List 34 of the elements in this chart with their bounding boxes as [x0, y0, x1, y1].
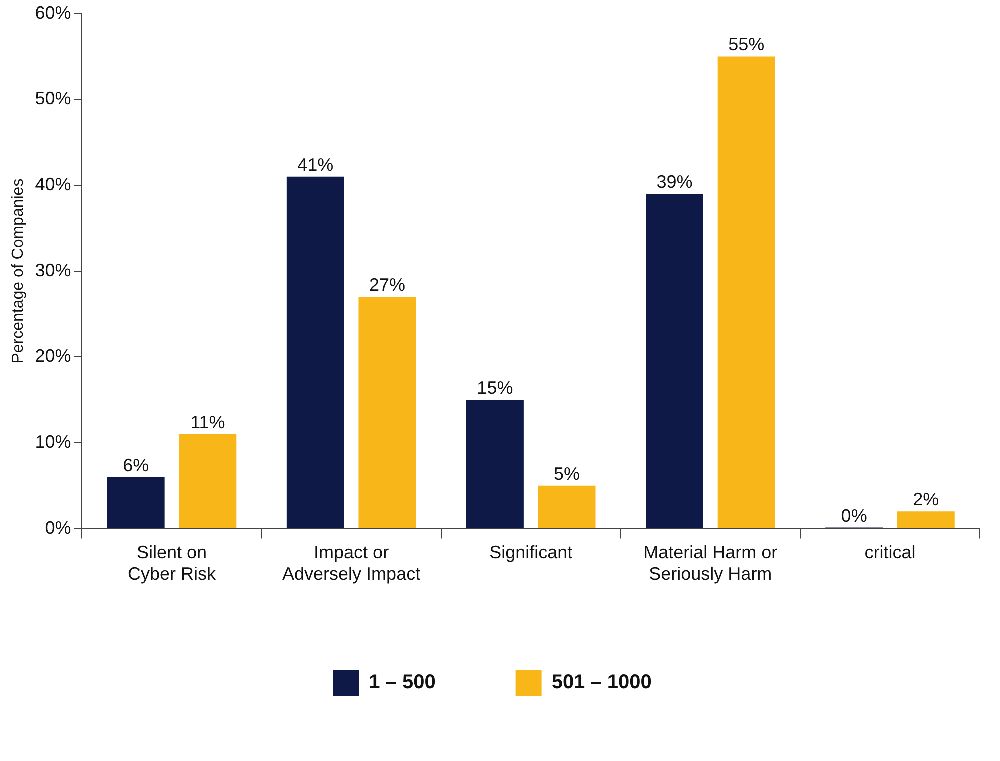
- data-label: 6%: [123, 455, 150, 476]
- y-tick-label: 50%: [35, 88, 72, 109]
- y-tick-label: 30%: [35, 260, 72, 280]
- bar: [718, 56, 776, 528]
- data-label: 11%: [190, 412, 226, 432]
- data-label: 39%: [656, 172, 693, 192]
- y-tick-label: 20%: [35, 346, 72, 366]
- y-tick-label: 0%: [45, 518, 72, 538]
- bar: [107, 477, 165, 528]
- bar: [646, 194, 704, 528]
- legend-label: 1 – 500: [369, 672, 436, 694]
- data-label: 5%: [554, 464, 580, 484]
- legend-label: 501 – 1000: [552, 672, 652, 694]
- data-label: 55%: [728, 34, 765, 55]
- bar: [286, 176, 344, 528]
- x-tick-label: critical: [864, 542, 916, 563]
- data-label: 0%: [841, 506, 868, 526]
- bar: [538, 486, 596, 528]
- y-tick-label: 40%: [35, 174, 72, 194]
- x-tick-label: Impact or Adversely Impact: [282, 542, 421, 584]
- bar: [358, 297, 416, 528]
- x-tick-label: Material Harm or Seriously Harm: [644, 542, 778, 584]
- y-tick-label: 60%: [35, 2, 72, 23]
- x-tick-label: Significant: [490, 542, 573, 563]
- y-axis-title: Percentage of Companies: [10, 178, 28, 364]
- x-tick-label: Silent on Cyber Risk: [128, 542, 218, 584]
- y-tick-label: 10%: [35, 432, 72, 452]
- bar: [897, 512, 955, 528]
- data-label: 27%: [369, 275, 406, 296]
- data-label: 41%: [298, 154, 334, 175]
- bar: [466, 400, 524, 528]
- bar: [179, 434, 237, 528]
- data-label: 15%: [477, 378, 514, 398]
- data-label: 2%: [913, 490, 940, 510]
